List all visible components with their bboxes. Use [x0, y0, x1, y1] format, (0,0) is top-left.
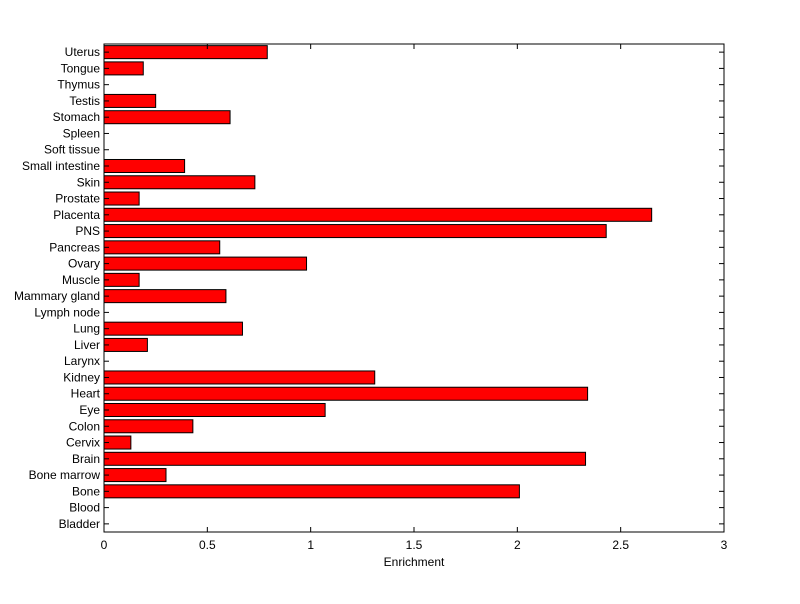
y-tick-label: Soft tissue — [44, 143, 100, 157]
y-tick-label: Cervix — [66, 436, 100, 450]
y-tick-label: Prostate — [55, 192, 100, 206]
y-tick-label: Testis — [69, 94, 100, 108]
bar-bone — [103, 484, 520, 499]
y-tick-label: Brain — [72, 452, 100, 466]
bar-eye — [103, 402, 326, 418]
y-tick-label: Lymph node — [34, 305, 100, 319]
bar-testis — [103, 93, 157, 108]
bar-heart — [103, 386, 589, 401]
bar-colon — [103, 419, 194, 434]
y-tick-label: Eye — [79, 403, 100, 417]
bar-small-intestine — [103, 158, 186, 174]
y-tick-label: Bone marrow — [29, 468, 101, 482]
bar-stomach — [103, 110, 231, 125]
bar-pancreas — [103, 240, 221, 255]
y-tick-label: Mammary gland — [14, 289, 100, 303]
x-tick-label: 1 — [307, 538, 314, 552]
y-tick-label: Bone — [72, 484, 100, 498]
x-tick-label: 3 — [721, 538, 728, 552]
y-tick-label: Placenta — [53, 208, 100, 222]
y-tick-label: Larynx — [64, 354, 100, 368]
y-tick-label: PNS — [75, 224, 100, 238]
bar-liver — [103, 337, 148, 352]
bar-mammary-gland — [103, 289, 227, 304]
ticks-layer: Bladder Blood Bone Bone marrow Brain Cervix Co… — [14, 44, 728, 552]
bar-muscle — [103, 272, 140, 287]
y-tick-label: Tongue — [61, 61, 101, 75]
y-tick-label: Spleen — [63, 126, 100, 140]
bar-uterus — [103, 45, 268, 60]
y-tick-label: Blood — [69, 501, 100, 515]
y-tick-label: Kidney — [63, 370, 100, 384]
bar-prostate — [103, 191, 140, 206]
x-tick-label: 1.5 — [406, 538, 423, 552]
x-axis-label: Enrichment — [384, 555, 445, 569]
y-tick-label: Stomach — [53, 110, 100, 124]
y-tick-label: Heart — [71, 387, 101, 401]
bar-kidney — [103, 370, 376, 385]
bar-pns — [103, 224, 607, 239]
x-tick-label: 0.5 — [199, 538, 216, 552]
x-tick-label: 2.5 — [612, 538, 629, 552]
y-tick-label: Skin — [77, 175, 100, 189]
x-tick-label: 2 — [514, 538, 521, 552]
y-tick-label: Bladder — [59, 517, 100, 531]
bar-lung — [103, 321, 243, 336]
bar-skin — [103, 175, 256, 190]
bars-layer — [103, 45, 653, 499]
y-tick-label: Small intestine — [22, 159, 100, 173]
y-tick-label: Thymus — [57, 78, 100, 92]
labels-layer: Enrichment — [384, 555, 445, 569]
bar-brain — [103, 451, 587, 466]
bar-tongue — [103, 61, 144, 76]
y-tick-label: Liver — [74, 338, 100, 352]
x-tick-label: 0 — [101, 538, 108, 552]
y-tick-label: Lung — [73, 322, 100, 336]
y-tick-label: Pancreas — [49, 240, 100, 254]
bar-placenta — [103, 207, 653, 222]
bar-ovary — [103, 256, 308, 271]
y-tick-label: Uterus — [65, 45, 100, 59]
y-tick-label: Ovary — [68, 257, 100, 271]
y-tick-label: Colon — [69, 419, 100, 433]
bar-bone-marrow — [103, 468, 167, 483]
y-tick-label: Muscle — [62, 273, 100, 287]
